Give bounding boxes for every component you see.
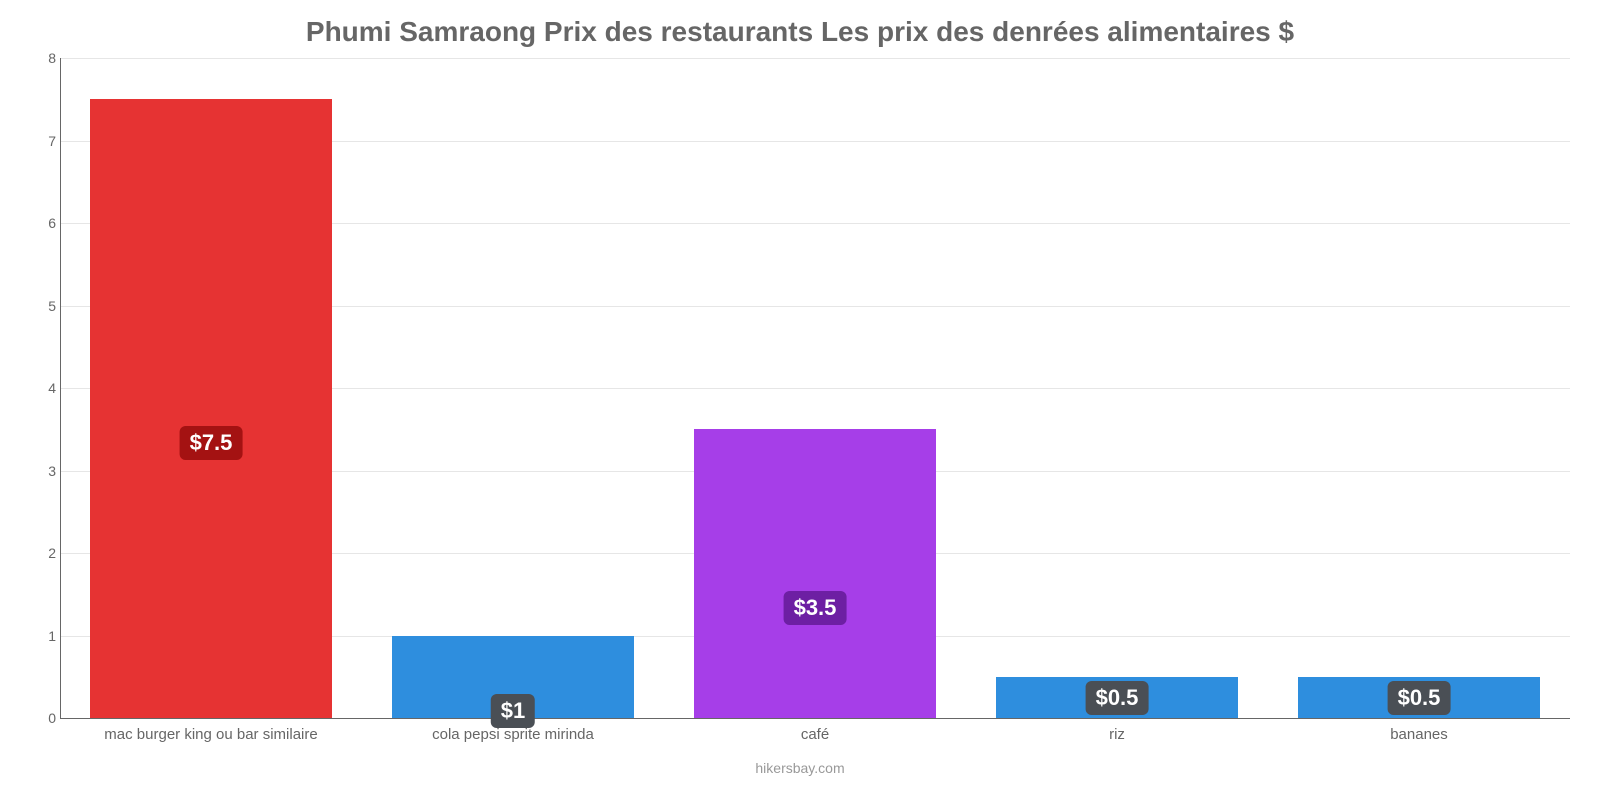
y-tick-label: 8 (26, 50, 56, 66)
plot-area: 012345678 $7.5$1$3.5$0.5$0.5 (60, 58, 1570, 718)
value-badge: $0.5 (1086, 681, 1149, 715)
y-tick-label: 7 (26, 133, 56, 149)
x-tick-label: cola pepsi sprite mirinda (432, 726, 594, 743)
y-tick-label: 1 (26, 628, 56, 644)
bar-slot (966, 58, 1268, 718)
x-tick-label: bananes (1390, 726, 1448, 743)
bar (694, 429, 936, 718)
y-tick-label: 2 (26, 545, 56, 561)
y-tick-label: 3 (26, 463, 56, 479)
value-badge: $7.5 (180, 426, 243, 460)
x-tick-label: riz (1109, 726, 1125, 743)
chart-footer: hikersbay.com (20, 760, 1580, 776)
x-tick-label: mac burger king ou bar similaire (104, 726, 317, 743)
chart-title: Phumi Samraong Prix des restaurants Les … (20, 16, 1580, 48)
y-tick-label: 4 (26, 380, 56, 396)
bar (90, 99, 332, 718)
value-badge: $3.5 (784, 591, 847, 625)
bars-container: $7.5$1$3.5$0.5$0.5 (60, 58, 1570, 718)
bar-slot (1268, 58, 1570, 718)
x-tick-label: café (801, 726, 829, 743)
price-bar-chart: Phumi Samraong Prix des restaurants Les … (0, 0, 1600, 800)
x-axis-labels: mac burger king ou bar similaire cola pep… (60, 718, 1570, 758)
bar-slot (362, 58, 664, 718)
y-tick-label: 5 (26, 298, 56, 314)
value-badge: $0.5 (1388, 681, 1451, 715)
y-axis-labels: 012345678 (26, 58, 56, 718)
y-tick-label: 0 (26, 710, 56, 726)
y-tick-label: 6 (26, 215, 56, 231)
